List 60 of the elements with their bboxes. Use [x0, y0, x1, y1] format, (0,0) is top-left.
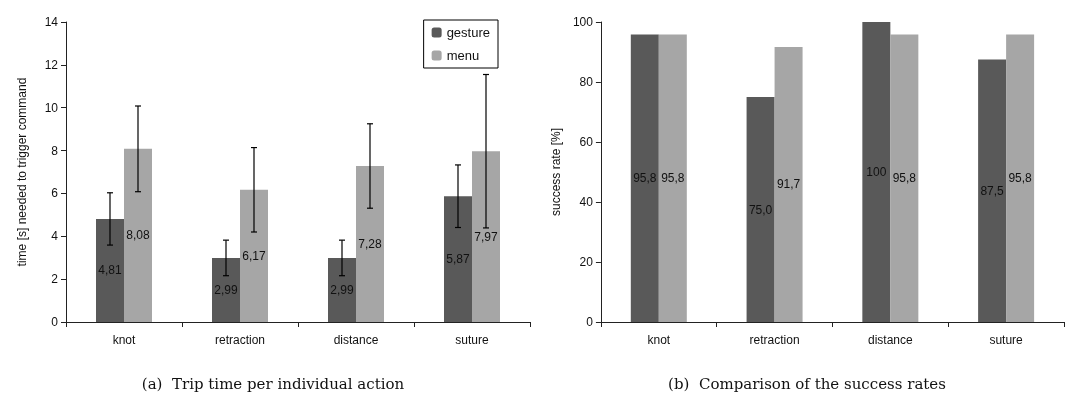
bar	[124, 148, 152, 322]
data-label: 8,08	[126, 228, 150, 243]
x-tick-label: retraction	[749, 333, 800, 347]
y-tick-label: 14	[44, 15, 59, 29]
legend-label: gesture	[446, 25, 491, 40]
data-label: 4,81	[98, 263, 122, 278]
data-label: 95,8	[661, 171, 685, 186]
text: (a) Trip time per individual action	[141, 374, 405, 393]
y-tick-label: 8	[51, 143, 59, 158]
bar	[862, 22, 891, 322]
bar	[630, 34, 659, 322]
y-tick-label: 40	[579, 195, 594, 209]
data-label: 95,8	[892, 171, 917, 186]
x-tick-label: distance	[333, 333, 379, 347]
bar	[240, 189, 268, 322]
data-label: 6,17	[242, 248, 266, 263]
y-tick-label: 2	[51, 272, 59, 287]
y-tick-label: 0	[586, 315, 594, 329]
x-tick-label: knot	[647, 333, 671, 347]
x-tick-label: distance	[867, 333, 914, 347]
legend-label: menu	[446, 48, 480, 63]
y-tick-label: 6	[51, 186, 59, 201]
x-tick-label: suture	[455, 333, 489, 347]
bar	[212, 257, 240, 322]
data-label: 7,97	[474, 229, 498, 244]
y-tick-label: 60	[579, 135, 594, 149]
data-label: 75,0	[748, 202, 773, 217]
data-label: 95,8	[633, 171, 657, 186]
y-tick-label: 4	[51, 229, 59, 244]
y-tick-label: 20	[579, 255, 594, 269]
bar	[658, 34, 687, 322]
data-label: 2,99	[214, 282, 238, 297]
data-label: 91,7	[776, 177, 801, 192]
bar	[328, 257, 356, 322]
data-label: 95,8	[1008, 171, 1033, 186]
data-label: 2,99	[330, 282, 354, 297]
text: (b) Comparison of the success rates	[668, 374, 946, 393]
y-tick-label: 80	[579, 75, 594, 89]
y-tick-label: 0	[51, 315, 59, 329]
x-tick-label: retraction	[214, 333, 266, 347]
y-tick-label: 12	[44, 57, 59, 72]
bar	[1006, 34, 1035, 322]
bar	[890, 34, 919, 322]
x-tick-label: knot	[112, 333, 136, 347]
bar	[774, 46, 803, 322]
x-tick-label: suture	[989, 333, 1024, 347]
bar	[444, 196, 472, 322]
data-label: 87,5	[980, 183, 1005, 198]
y-axis-title: success rate [%]	[549, 127, 563, 217]
y-tick-label: 10	[44, 100, 59, 115]
bar	[356, 166, 384, 322]
bar	[978, 59, 1007, 322]
bar	[746, 97, 775, 322]
bar	[96, 218, 124, 322]
data-label: 7,28	[358, 237, 382, 251]
y-axis-title: time [s] needed to trigger command	[15, 77, 29, 267]
data-label: 5,87	[446, 252, 470, 267]
y-tick-label: 100	[572, 15, 594, 29]
data-label: 100	[866, 165, 887, 179]
bar	[472, 151, 500, 322]
